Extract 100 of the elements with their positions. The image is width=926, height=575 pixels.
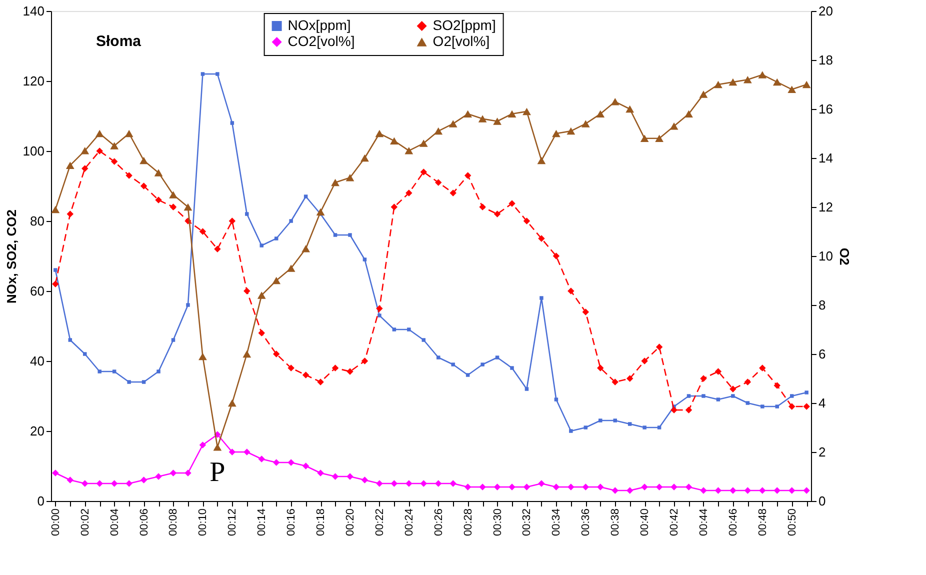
point (510, 366, 514, 370)
y2-tick-label: 20 (818, 4, 833, 18)
y-tick-label: 100 (22, 144, 44, 158)
point (110, 158, 118, 165)
point (260, 244, 264, 248)
point (702, 394, 706, 398)
point (480, 362, 484, 366)
point (98, 370, 102, 374)
point (728, 78, 738, 86)
point (258, 456, 265, 462)
point (170, 470, 177, 476)
x-tick-label: 00:42 (668, 508, 681, 536)
point (155, 473, 162, 480)
point (390, 480, 398, 487)
point (657, 426, 662, 430)
point (788, 487, 796, 494)
x-tick-label: 00:28 (462, 508, 474, 536)
point (406, 480, 412, 487)
point (66, 210, 74, 218)
y2-tick-label: 10 (818, 248, 833, 264)
point (95, 130, 104, 138)
point (478, 115, 487, 122)
point (790, 394, 794, 398)
point (685, 406, 692, 414)
x-tick-label: 00:14 (256, 508, 268, 536)
point (642, 426, 646, 430)
point (641, 358, 648, 364)
point (186, 303, 190, 307)
point (479, 484, 486, 490)
point (436, 356, 440, 360)
point (538, 235, 545, 242)
point (581, 120, 590, 128)
y-tick-label: 0 (37, 494, 44, 508)
point (242, 350, 252, 358)
point (317, 470, 324, 476)
point (597, 484, 604, 490)
point (289, 219, 293, 223)
point (199, 228, 206, 235)
point (361, 358, 368, 364)
point (759, 364, 766, 372)
point (272, 459, 280, 466)
point (390, 204, 398, 210)
point (110, 480, 118, 487)
point (670, 122, 678, 130)
point (127, 380, 131, 384)
point (376, 305, 383, 312)
point (522, 108, 531, 116)
point (272, 276, 281, 284)
point (641, 484, 648, 490)
point (655, 134, 664, 142)
point (628, 422, 632, 426)
x-tick-label: 00:36 (580, 508, 592, 536)
point (598, 418, 602, 422)
point (184, 203, 192, 211)
point (804, 390, 808, 394)
point (568, 288, 574, 294)
point (685, 484, 692, 490)
point (96, 148, 103, 154)
x-tick-label: 00:18 (315, 508, 328, 536)
point (760, 404, 764, 408)
y2-tick-label: 6 (818, 346, 826, 362)
x-tick-label: 00:02 (79, 508, 92, 536)
point (244, 448, 250, 456)
point (508, 200, 516, 207)
point (317, 378, 324, 386)
point (66, 162, 74, 169)
point (200, 72, 205, 76)
point (597, 364, 604, 372)
point (788, 403, 796, 410)
point (228, 448, 236, 456)
point (802, 80, 811, 88)
point (54, 268, 58, 272)
point (419, 140, 428, 147)
y-tick-label: 140 (22, 4, 44, 18)
point (803, 403, 810, 410)
y-tick-label: 80 (30, 214, 44, 228)
legend-label: CO2[vol%] (288, 33, 355, 49)
point (582, 484, 590, 490)
x-tick-label: 00:24 (403, 508, 416, 536)
point (686, 394, 691, 398)
point (346, 473, 354, 480)
point (552, 130, 560, 138)
point (746, 401, 750, 405)
x-tick-label: 00:48 (756, 508, 769, 536)
point (730, 487, 736, 494)
x-tick-label: 00:16 (286, 508, 298, 536)
point (612, 487, 618, 494)
point (302, 245, 310, 252)
point (140, 476, 148, 484)
point (52, 470, 59, 476)
point (464, 110, 472, 118)
y2-tick-label: 18 (818, 52, 833, 68)
point (508, 110, 516, 118)
x-tick-label: 00:22 (374, 508, 386, 536)
x-tick-label: 00:04 (108, 508, 121, 536)
point (584, 426, 588, 430)
point (537, 156, 546, 164)
point (448, 120, 458, 128)
y-tick-label: 60 (30, 284, 44, 298)
point (110, 142, 119, 150)
